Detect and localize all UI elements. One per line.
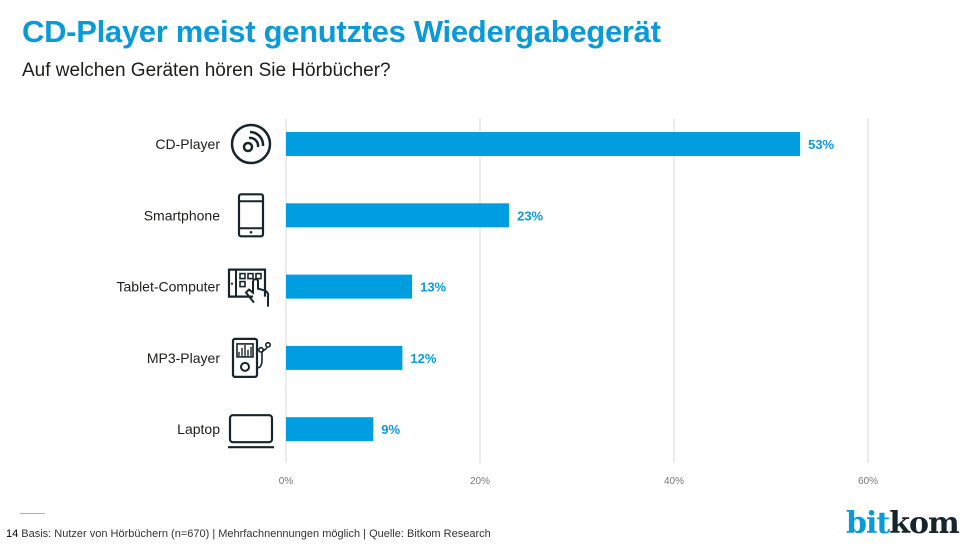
smartphone-icon [237, 193, 265, 238]
category-label: CD-Player [155, 136, 220, 152]
value-label: 53% [808, 137, 834, 152]
value-label: 12% [410, 351, 436, 366]
x-tick-label: 20% [470, 476, 490, 487]
chart-subtitle: Auf welchen Geräten hören Sie Hörbücher? [22, 60, 391, 81]
footer-note: 14 Basis: Nutzer von Hörbüchern (n=670) |… [6, 528, 491, 540]
x-tick-label: 60% [858, 476, 878, 487]
footer-divider [20, 513, 45, 514]
bitkom-logo: bitkom [846, 506, 960, 541]
category-label: MP3-Player [147, 350, 220, 366]
cd-icon [230, 123, 272, 165]
bar [286, 345, 403, 370]
bar [286, 203, 510, 228]
bar [286, 132, 801, 156]
page-number: 14 [6, 528, 19, 540]
value-label: 9% [381, 422, 400, 437]
source-note: Basis: Nutzer von Hörbüchern (n=670) | M… [21, 528, 491, 540]
tablet-touch-icon [227, 268, 270, 307]
bar [286, 274, 413, 299]
mp3-player-icon [231, 337, 272, 378]
category-label: Smartphone [144, 207, 220, 223]
x-tick-label: 40% [664, 476, 684, 487]
x-tick-label: 0% [279, 476, 294, 487]
laptop-icon [228, 414, 274, 449]
category-label: Laptop [177, 421, 220, 437]
value-label: 13% [420, 280, 446, 295]
chart-title: CD-Player meist genutztes Wiedergabegerä… [22, 14, 661, 49]
bar [286, 417, 374, 442]
value-label: 23% [517, 208, 543, 223]
category-label: Tablet-Computer [117, 279, 221, 295]
